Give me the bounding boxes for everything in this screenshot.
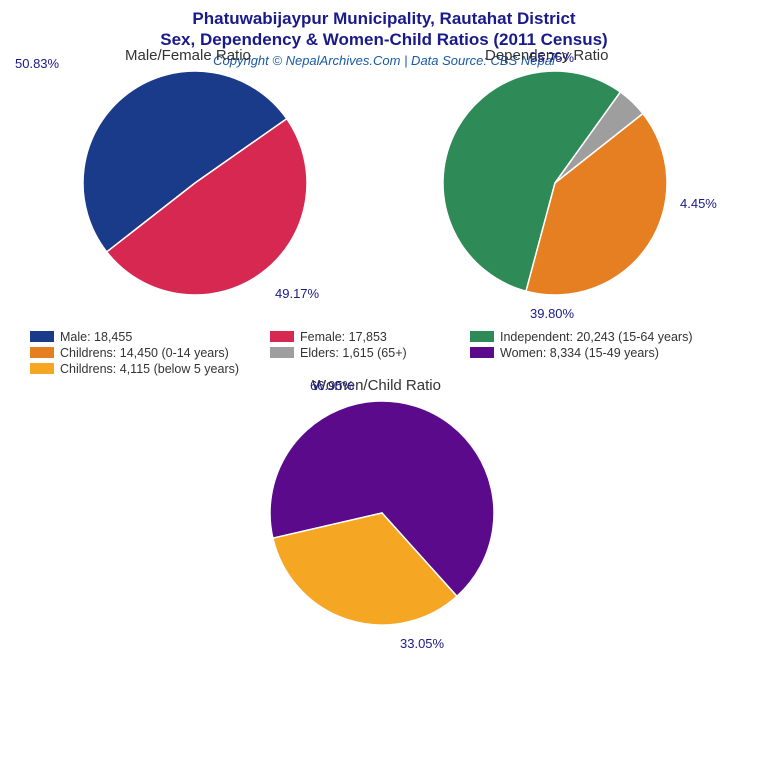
dep-slice-label-0: 55.75% — [530, 50, 574, 65]
chart-area: Male/Female Ratio50.83%49.17%Dependency … — [0, 68, 768, 758]
mf-slice-label-1: 49.17% — [275, 286, 319, 301]
legend-text: Independent: 20,243 (15-64 years) — [500, 330, 693, 344]
title-line-2: Sex, Dependency & Women-Child Ratios (20… — [0, 29, 768, 50]
wc-slice-label-0: 66.95% — [310, 378, 354, 393]
legend-swatch — [270, 347, 294, 358]
legend-swatch — [30, 363, 54, 374]
legend: Male: 18,455 Childrens: 14,450 (0-14 year… — [30, 330, 750, 378]
legend-swatch — [270, 331, 294, 342]
legend-text: Childrens: 14,450 (0-14 years) — [60, 346, 229, 360]
legend-swatch — [30, 347, 54, 358]
legend-col-0: Male: 18,455 Childrens: 14,450 (0-14 year… — [30, 330, 270, 378]
wc-slice-label-1: 33.05% — [400, 636, 444, 651]
legend-item: Childrens: 14,450 (0-14 years) — [30, 346, 252, 360]
legend-swatch — [470, 331, 494, 342]
dep-slice-label-1: 4.45% — [680, 196, 717, 211]
legend-item: Female: 17,853 — [270, 330, 452, 344]
legend-item: Elders: 1,615 (65+) — [270, 346, 452, 360]
mf-pie-title: Male/Female Ratio — [125, 47, 251, 64]
legend-item: Male: 18,455 — [30, 330, 252, 344]
title-block: Phatuwabijaypur Municipality, Rautahat D… — [0, 0, 768, 68]
legend-text: Women: 8,334 (15-49 years) — [500, 346, 659, 360]
dep-pie — [441, 69, 669, 297]
legend-text: Elders: 1,615 (65+) — [300, 346, 407, 360]
legend-text: Male: 18,455 — [60, 330, 132, 344]
wc-pie — [268, 399, 496, 627]
title-line-1: Phatuwabijaypur Municipality, Rautahat D… — [0, 8, 768, 29]
subtitle: Copyright © NepalArchives.Com | Data Sou… — [0, 53, 768, 68]
mf-pie — [81, 69, 309, 297]
legend-col-2: Independent: 20,243 (15-64 years) Women: … — [470, 330, 730, 378]
legend-swatch — [470, 347, 494, 358]
legend-text: Female: 17,853 — [300, 330, 387, 344]
mf-slice-label-0: 50.83% — [15, 56, 59, 71]
dep-slice-label-2: 39.80% — [530, 306, 574, 321]
legend-col-1: Female: 17,853 Elders: 1,615 (65+) — [270, 330, 470, 378]
legend-text: Childrens: 4,115 (below 5 years) — [60, 362, 239, 376]
legend-swatch — [30, 331, 54, 342]
legend-item: Childrens: 4,115 (below 5 years) — [30, 362, 252, 376]
legend-item: Women: 8,334 (15-49 years) — [470, 346, 712, 360]
legend-item: Independent: 20,243 (15-64 years) — [470, 330, 712, 344]
